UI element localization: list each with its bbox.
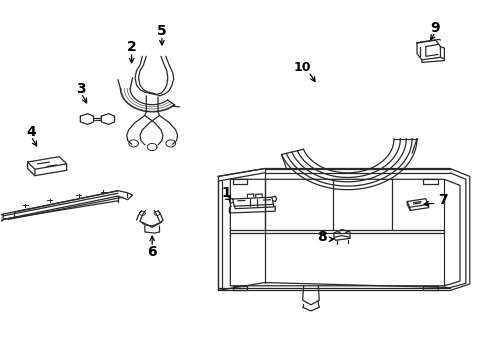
Text: 10: 10 <box>294 60 312 73</box>
Text: 3: 3 <box>76 82 86 95</box>
Text: 8: 8 <box>318 230 327 244</box>
Text: 6: 6 <box>147 245 157 259</box>
Text: 5: 5 <box>157 24 167 38</box>
Text: 9: 9 <box>431 21 441 35</box>
Text: 1: 1 <box>221 185 231 199</box>
Text: 2: 2 <box>127 40 137 54</box>
Text: 4: 4 <box>26 125 36 139</box>
Text: 7: 7 <box>438 193 448 207</box>
